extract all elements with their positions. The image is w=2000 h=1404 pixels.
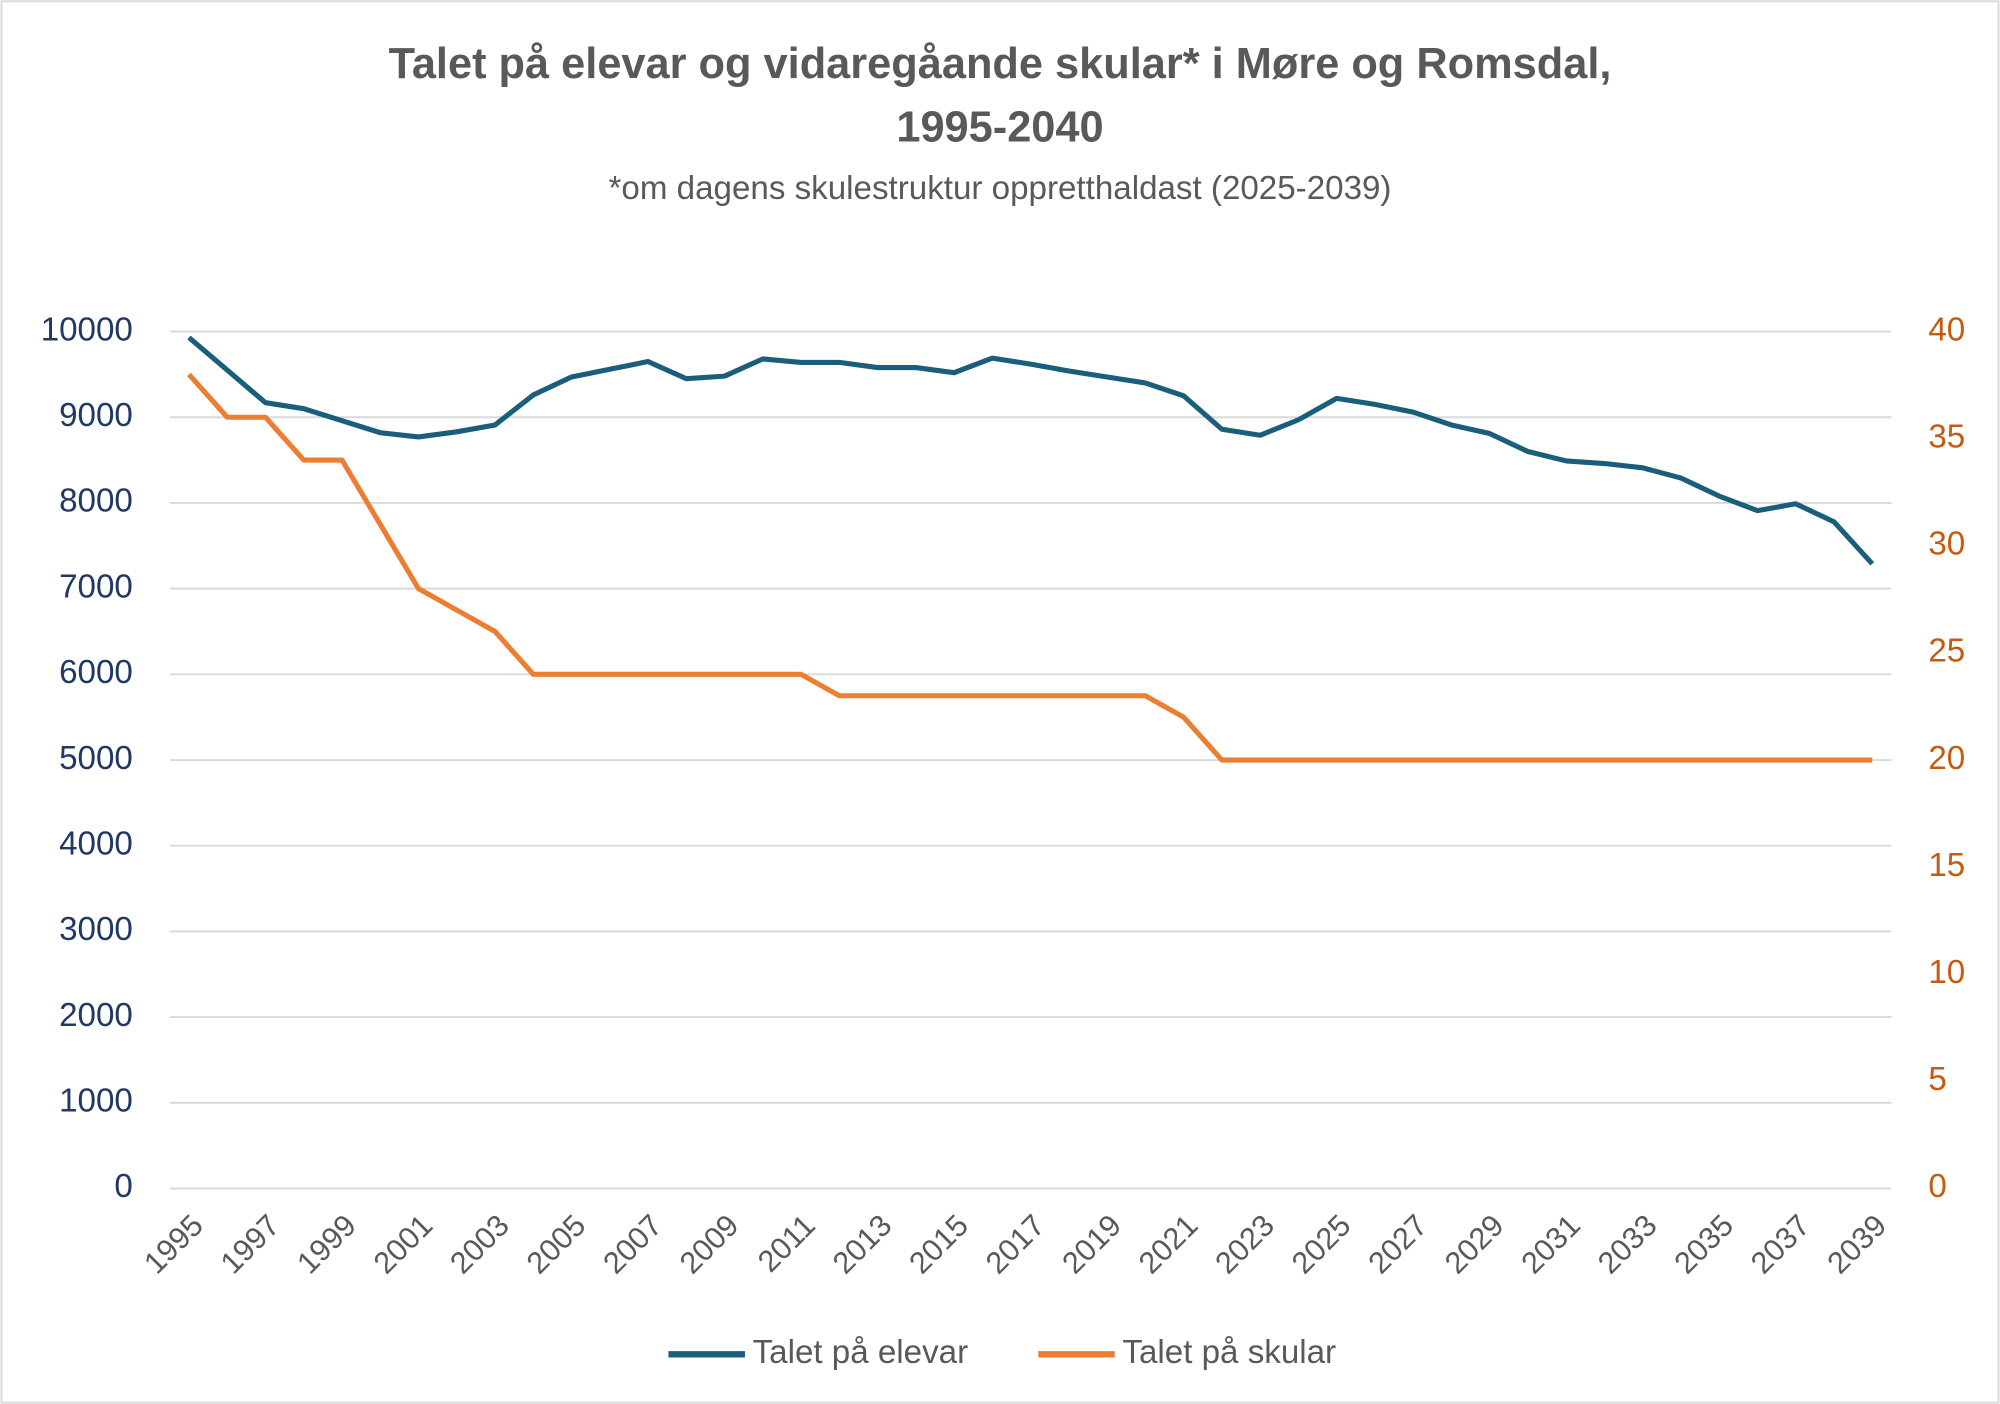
series-line [187,372,1873,763]
legend-label: Talet på skular [1122,1334,1336,1371]
y-tick-label: 1000 [59,1083,133,1120]
y-tick-label: 5000 [59,740,133,777]
y-tick-label: 0 [114,1168,132,1205]
y2-tick-label: 40 [1928,311,1965,348]
y2-tick-label: 0 [1928,1168,1946,1205]
y-tick-label: 9000 [59,397,133,434]
y2-tick-label: 25 [1928,633,1965,670]
chart-title: Talet på elevar og vidaregåande skular* … [389,40,1612,88]
y-tick-label: 2000 [59,997,133,1034]
y-tick-label: 6000 [59,654,133,691]
y-tick-label: 4000 [59,825,133,862]
y2-tick-label: 15 [1928,847,1965,884]
series-line [187,335,1875,566]
y-tick-label: 10000 [41,311,133,348]
chart-subtitle: *om dagens skulestruktur oppretthaldast … [609,170,1392,207]
y2-tick-label: 10 [1928,954,1965,991]
y2-tick-label: 20 [1928,740,1965,777]
chart-title: 1995-2040 [896,104,1103,152]
y-tick-label: 3000 [59,911,133,948]
y2-tick-label: 35 [1928,418,1965,455]
y-tick-label: 7000 [59,568,133,605]
legend-label: Talet på elevar [753,1334,969,1371]
y-tick-label: 8000 [59,483,133,520]
y2-tick-label: 30 [1928,526,1965,563]
y2-tick-label: 5 [1928,1061,1946,1098]
